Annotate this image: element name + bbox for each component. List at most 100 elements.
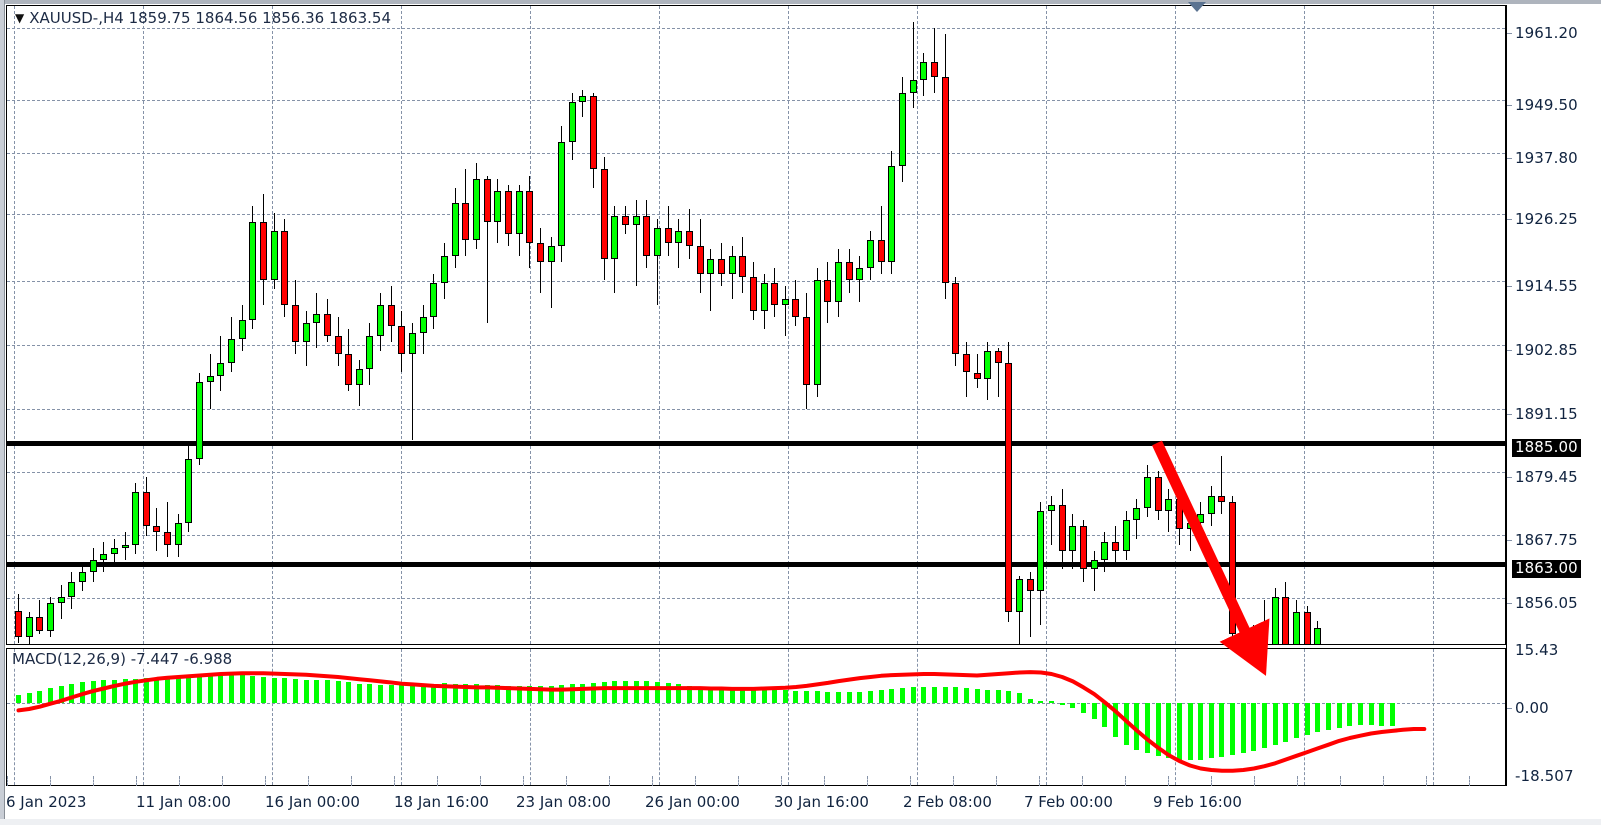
macd-histogram-bar [740,688,746,703]
macd-axis-tick [1507,708,1512,709]
macd-histogram-bar [1198,703,1204,760]
candle-bullish [835,261,843,302]
price-axis-tick [1507,158,1512,159]
candle-bullish [888,166,896,262]
macd-histogram-bar [175,676,181,703]
candle-bullish [1069,526,1077,551]
candle-bullish [121,544,129,548]
macd-histogram-bar [1187,703,1193,761]
macd-histogram-bar [1208,703,1214,759]
macd-histogram-bar [165,676,171,703]
gridline-horizontal [7,28,1505,29]
candle-bullish [238,320,246,339]
price-axis-level-label[interactable]: 1885.00 [1512,439,1581,457]
macd-histogram-bar [1379,703,1385,726]
candle-bullish [867,240,874,268]
symbol-ohlc-text: XAUUSD-,H4 1859.75 1864.56 1856.36 1863.… [29,9,391,27]
macd-histogram-bar [1315,703,1321,733]
candle-wick [710,249,712,311]
time-axis-label: 2 Feb 08:00 [903,793,992,811]
macd-histogram-bar [1262,703,1268,749]
macd-histogram-bar [47,688,53,703]
candle-bullish [654,227,661,256]
price-axis-tick [1507,603,1512,604]
candle-bullish [920,61,928,81]
macd-histogram-bar [292,679,298,703]
macd-histogram-bar [516,685,522,703]
price-chart-panel[interactable]: ▼ XAUUSD-,H4 1859.75 1864.56 1856.36 1863… [6,5,1506,645]
window-top-border [0,0,1601,4]
macd-histogram-bar [37,690,43,703]
time-axis[interactable]: 6 Jan 2023 11 Jan 08:00 16 Jan 00:00 18 Jan… [6,776,1601,819]
macd-histogram-bar [1166,703,1172,759]
macd-histogram-bar [207,674,213,703]
candle-wick [997,347,999,398]
macd-histogram-bar [889,688,895,703]
candle-bearish [536,243,544,262]
level-line-support[interactable] [7,562,1505,567]
candle-wick [582,89,584,118]
gridline-vertical [1432,649,1434,785]
level-line-resistance[interactable] [7,441,1505,446]
macd-histogram-bar [761,689,767,703]
candle-wick [1221,455,1223,514]
macd-histogram-bar [388,685,394,703]
candle-bullish [441,255,448,284]
price-axis[interactable]: 1961.20 1949.50 1937.80 1926.25 1914.55 1902.… [1506,5,1601,786]
candle-wick [1242,624,1244,644]
macd-histogram-bar [58,685,64,703]
macd-histogram-bar [676,684,682,703]
gridline-horizontal [7,535,1505,536]
macd-histogram-bar [1049,701,1055,703]
macd-histogram-bar [133,678,139,703]
candle-bearish [398,326,406,355]
gridline-vertical [1045,649,1047,785]
candle-bearish [323,314,331,336]
candle-bullish [1186,523,1194,530]
candle-bullish [579,95,587,102]
macd-histogram-bar [772,689,778,703]
candle-bearish [696,246,704,275]
price-axis-label: 1949.50 [1515,96,1578,114]
candle-bearish [281,231,289,305]
candle-bearish [1175,498,1183,530]
macd-histogram-bar [260,676,266,703]
gridline-horizontal [7,472,1505,473]
price-axis-level-label[interactable]: 1863.00 [1512,560,1581,578]
time-axis-label: 30 Jan 16:00 [774,793,869,811]
candle-bullish [249,221,257,321]
chevron-down-icon[interactable]: ▼ [15,11,25,25]
macd-indicator-panel[interactable]: MACD(12,26,9) -7.447 -6.988 [6,648,1506,786]
candle-bearish [941,77,949,284]
candle-bearish [526,191,534,244]
macd-histogram-bar [1059,703,1065,705]
candle-bullish [25,617,33,638]
macd-histogram-bar [974,688,980,703]
macd-histogram-bar [697,686,703,703]
candle-bullish [1143,477,1151,508]
candle-bullish [494,191,502,222]
macd-histogram-bar [633,680,639,703]
candle-bearish [803,317,811,385]
candle-bullish [515,191,523,235]
candle-bullish [760,283,768,311]
gridline-vertical [529,6,531,644]
macd-histogram-bar [1219,703,1225,757]
macd-histogram-bar [804,691,810,703]
macd-histogram-bar [484,684,490,703]
candle-bullish [78,572,86,582]
candle-bullish [409,332,417,355]
candle-bullish [89,560,97,573]
candle-wick [412,323,414,441]
candle-bearish [600,169,608,259]
period-separator-marker [1188,2,1206,12]
candle-wick [486,175,488,324]
macd-histogram-bar [239,675,245,703]
candle-bullish [185,458,193,524]
macd-histogram-bar [825,691,831,703]
macd-histogram-bar [729,688,735,703]
macd-histogram-bar [1006,691,1012,703]
macd-axis-label: 15.43 [1515,641,1559,659]
window-left-scrollbar[interactable] [0,0,5,825]
macd-histogram-bar [90,680,96,703]
